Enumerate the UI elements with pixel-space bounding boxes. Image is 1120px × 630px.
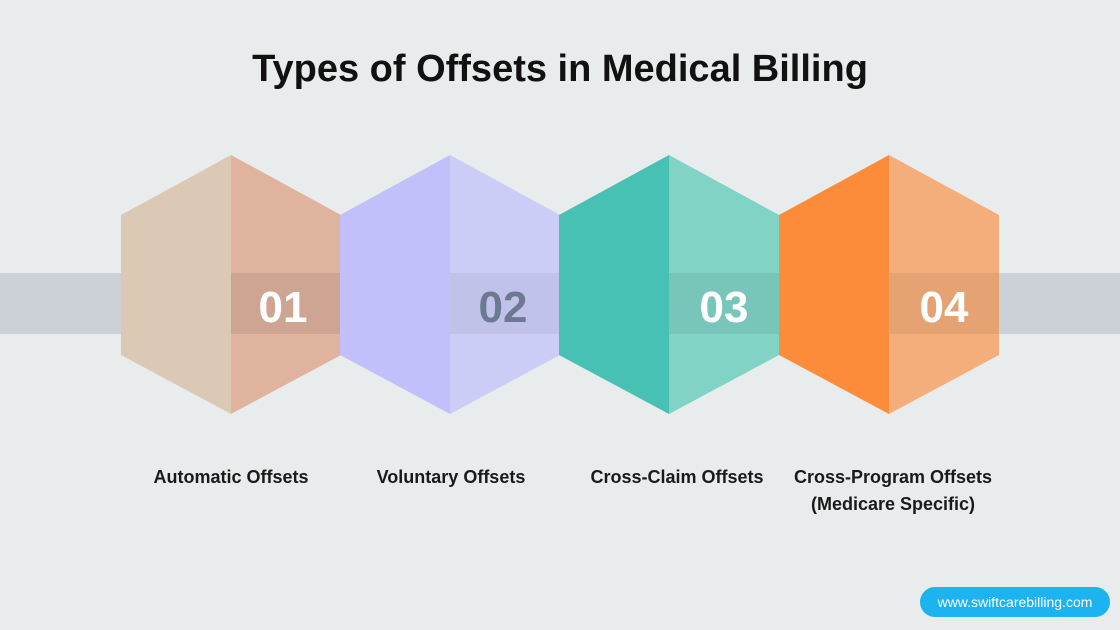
- step-4-hexagon-left: [779, 155, 889, 414]
- step-1-hexagon-right: [231, 155, 341, 414]
- step-4-hexagon: 04: [779, 155, 999, 414]
- step-3-label: Cross-Claim Offsets: [590, 467, 764, 487]
- step-4-number: 04: [920, 283, 969, 332]
- step-2-number: 02: [479, 283, 528, 332]
- page-title: Types of Offsets in Medical Billing: [252, 48, 868, 90]
- step-2-hexagon-left: [340, 155, 450, 414]
- step-1-hexagon: 01: [121, 155, 341, 414]
- step-1-label: Automatic Offsets: [153, 467, 309, 487]
- step-3-number: 03: [700, 283, 749, 332]
- step-2-label: Voluntary Offsets: [376, 467, 526, 487]
- step-1-number: 01: [259, 283, 308, 332]
- step-3-band-overlay: [669, 273, 779, 334]
- step-2-hexagon: 02: [340, 155, 560, 414]
- step-1-band-overlay: [231, 273, 341, 334]
- step-3-hexagon-right: [669, 155, 779, 414]
- step-4-band-overlay: [889, 273, 999, 334]
- step-3-hexagon: 03: [559, 155, 779, 414]
- step-3-hexagon-left: [559, 155, 669, 414]
- step-4-label: Cross-Program Offsets (Medicare Specific…: [793, 467, 993, 514]
- step-2-band-overlay: [450, 273, 560, 334]
- step-4-hexagon-right: [889, 155, 999, 414]
- step-1-hexagon-left: [121, 155, 231, 414]
- website-badge[interactable]: www.swiftcarebilling.com: [920, 587, 1110, 617]
- step-2-hexagon-right: [450, 155, 560, 414]
